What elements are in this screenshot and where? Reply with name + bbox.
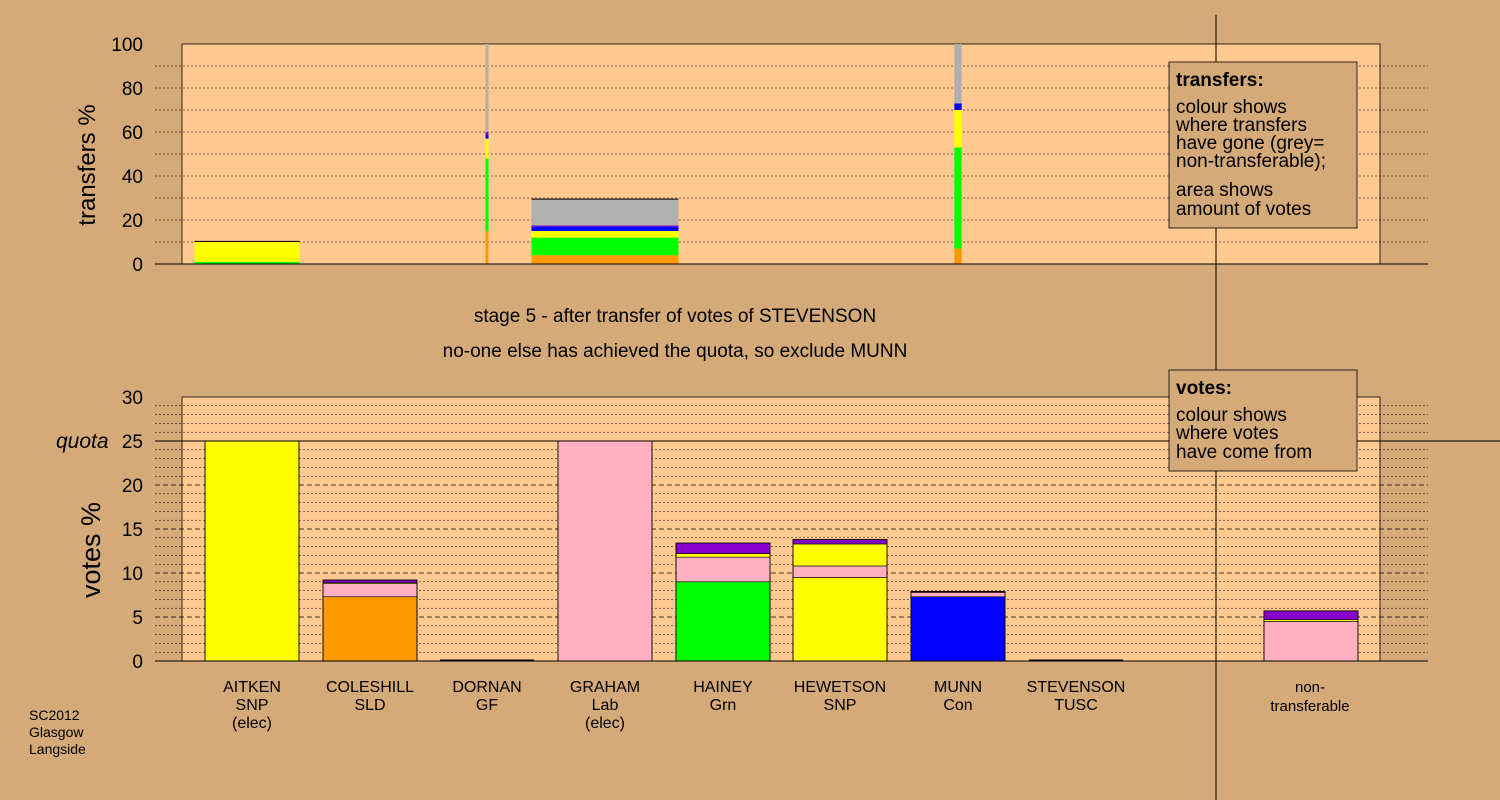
candidate-label: SNP [824, 697, 857, 714]
votes-bar-segment [675, 542, 771, 554]
votes-legend-title: votes: [1176, 378, 1232, 399]
votes-bar-segment [792, 539, 888, 545]
votes-bar-segment [792, 577, 888, 662]
votes-bar-segment [792, 543, 888, 567]
votes-bar-segment [322, 596, 418, 662]
votes-bar-segment [322, 583, 418, 598]
votes-y-tick-label: 20 [122, 476, 143, 497]
candidate-label: (elec) [585, 715, 625, 732]
transfers-legend: transfers: colour shows where transfers … [1168, 61, 1358, 229]
candidate-label: HAINEY [693, 679, 753, 696]
transfers-y-tick-label: 80 [122, 79, 143, 100]
votes-legend-line: colour shows [1176, 405, 1287, 426]
candidate-label: (elec) [232, 715, 272, 732]
transfers-bar-segment [954, 103, 962, 110]
votes-legend-line: have come from [1176, 442, 1312, 463]
footer-ward: Langside [29, 741, 86, 757]
votes-legend: votes: colour shows where votes have com… [1168, 369, 1358, 472]
votes-y-tick-label: 25 [122, 432, 143, 453]
nontransferable-label-line1: non- [1295, 679, 1325, 696]
footer-city: Glasgow [29, 724, 84, 740]
transfers-bar-segment [531, 225, 679, 227]
votes-legend-line: where votes [1175, 423, 1278, 444]
transfers-bar-segment [485, 138, 489, 159]
transfers-bar-segment [485, 44, 489, 132]
votes-bar-segment [910, 592, 1006, 598]
candidate-label: Lab [592, 697, 619, 714]
votes-bar-segment [675, 581, 771, 662]
transfers-bar-segment [194, 261, 300, 264]
transfers-legend-line: area shows [1176, 180, 1273, 201]
stage-title: stage 5 - after transfer of votes of STE… [474, 306, 876, 327]
candidate-label: STEVENSON [1027, 679, 1126, 696]
transfers-bar-segment [485, 134, 489, 139]
transfers-bar-segment [531, 255, 679, 264]
transfers-bar-segment [954, 248, 962, 264]
candidate-labels: AITKENSNP(elec)COLESHILLSLDDORNANGFGRAHA… [223, 679, 1125, 732]
candidate-label: COLESHILL [326, 679, 414, 696]
transfers-bar-segment [485, 158, 489, 231]
transfers-legend-line: amount of votes [1176, 199, 1311, 220]
transfers-legend-line: have gone (grey= [1176, 133, 1324, 154]
footer-election: SC2012 [29, 707, 80, 723]
nontransferable-label-line2: transferable [1270, 698, 1349, 715]
transfers-y-tick-label: 60 [122, 123, 143, 144]
votes-y-tick-label: 10 [122, 564, 143, 585]
candidate-label: GRAHAM [570, 679, 640, 696]
transfers-bar-segment [954, 110, 962, 148]
votes-y-axis-label: votes % [76, 502, 106, 598]
transfers-bar-segment [485, 231, 489, 264]
transfers-y-ticks: 0 20 40 60 80 100 [111, 35, 143, 276]
transfers-bar-segment [954, 147, 962, 249]
votes-y-tick-label: 15 [122, 520, 143, 541]
transfers-y-tick-label: 0 [132, 255, 143, 276]
transfers-bar-segment [531, 231, 679, 238]
candidate-label: SNP [236, 697, 269, 714]
votes-y-tick-label: 0 [132, 652, 143, 673]
votes-y-tick-label: 5 [132, 608, 143, 629]
transfers-legend-line: non-transferable); [1176, 151, 1326, 172]
transfers-bar-segment [531, 237, 679, 256]
transfers-legend-line: colour shows [1176, 97, 1287, 118]
transfers-bars [194, 44, 962, 264]
transfers-legend-title: transfers: [1176, 70, 1264, 91]
candidate-label: MUNN [934, 679, 982, 696]
transfers-bar-segment [531, 199, 679, 226]
votes-y-tick-label: 30 [122, 388, 143, 409]
transfers-bar-segment [531, 226, 679, 231]
votes-bars [204, 440, 1359, 662]
votes-y-ticks: 0 5 10 15 20 25 30 [122, 388, 143, 673]
votes-bar-segment [1263, 610, 1359, 620]
votes-bar-segment [910, 596, 1006, 662]
transfers-bar-segment [954, 44, 962, 104]
votes-bar-segment [557, 440, 653, 662]
candidate-label: DORNAN [452, 679, 521, 696]
votes-bar-segment [675, 556, 771, 583]
transfers-y-tick-label: 40 [122, 167, 143, 188]
transfers-bar-segment [485, 132, 489, 135]
transfers-y-tick-label: 20 [122, 211, 143, 232]
candidate-label: AITKEN [223, 679, 281, 696]
transfers-legend-line: where transfers [1175, 115, 1307, 136]
transfers-y-axis-label: transfers % [74, 104, 101, 225]
candidate-label: HEWETSON [794, 679, 886, 696]
votes-bar-segment [675, 553, 771, 558]
transfers-bar-segment [194, 242, 300, 262]
votes-legend-box [1168, 369, 1358, 472]
votes-bar-segment [1263, 621, 1359, 662]
candidate-label: TUSC [1054, 697, 1098, 714]
transfers-legend-box [1168, 61, 1358, 229]
votes-bar-segment [204, 440, 300, 662]
candidate-label: SLD [354, 697, 385, 714]
candidate-label: Con [943, 697, 972, 714]
candidate-label: Grn [710, 697, 737, 714]
votes-bar-segment [792, 565, 888, 578]
candidate-label: GF [476, 697, 498, 714]
quota-label: quota [56, 430, 109, 453]
stage-action: no-one else has achieved the quota, so e… [443, 341, 908, 362]
transfers-y-tick-label: 100 [111, 35, 143, 56]
